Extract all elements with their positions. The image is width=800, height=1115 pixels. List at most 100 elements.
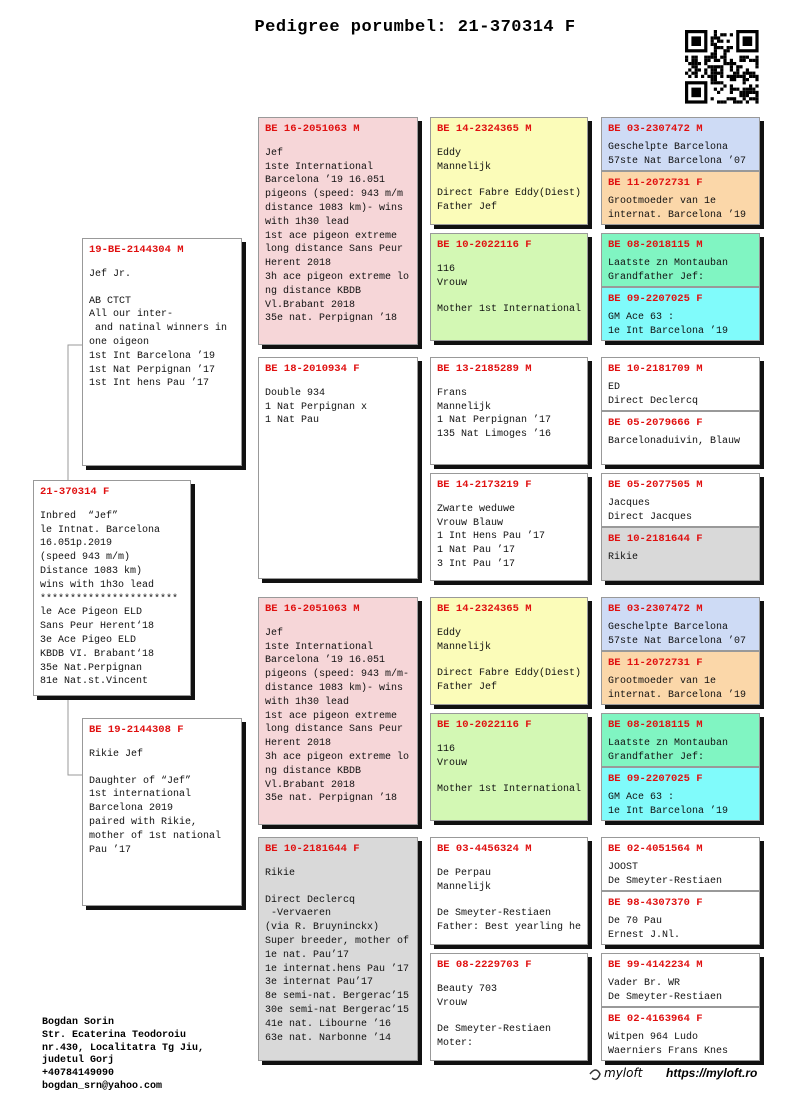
text-line: Herent 2018 [265, 258, 332, 270]
pigeon-box: BE 11-2072731 F Grootmoeder van 1e interna… [601, 171, 760, 225]
text-line: 57ste Nat Barcelona ’07 [608, 155, 747, 167]
qr-module [723, 58, 727, 62]
qr-module [755, 62, 759, 66]
qr-module [742, 81, 746, 85]
pigeon-box: BE 16-2051063 M Jef 1ste International Barc… [258, 117, 418, 345]
website[interactable]: https://myloft.ro [666, 1066, 758, 1080]
text-block: Witpen 964 Ludo Waerniers Frans Knes [608, 1031, 753, 1059]
qr-module [736, 74, 740, 78]
qr-module [745, 55, 749, 59]
text-line: 3h ace pigeon extreme lo [265, 271, 410, 283]
text-block: Vader Br. WR De Smeyter-Restiaen [608, 977, 753, 1005]
qr-module [707, 58, 711, 62]
text-line: Beauty 703 [437, 983, 498, 995]
qr-module [720, 100, 724, 104]
qr-module [713, 58, 717, 62]
qr-module [723, 62, 727, 66]
text-line: Distance 1083 km) [40, 565, 143, 577]
text-line: Father Jef [437, 682, 498, 694]
text-line: Direct Fabre Eddy(Diest) [437, 668, 582, 680]
qr-module [749, 58, 753, 62]
qr-module [694, 58, 698, 62]
qr-module [691, 71, 695, 75]
text-block: De Smeyter-Restiaen Moter: [437, 1023, 581, 1051]
text-block: JOOST De Smeyter-Restiaen [608, 861, 753, 889]
text-line: 3e internat Pau’17 [265, 977, 374, 989]
qr-module [710, 68, 714, 72]
qr-module [729, 90, 733, 94]
pigeon-box: 21-370314 F Inbred “Jef” le Intnat. Barcel… [33, 480, 191, 696]
text-line: (via R. Bruyninckx) [265, 922, 380, 934]
qr-module [755, 74, 759, 78]
qr-module [713, 46, 717, 50]
qr-module [717, 39, 721, 43]
qr-module [729, 97, 733, 101]
ring-number: BE 03-2307472 M [608, 603, 703, 615]
qr-code [685, 30, 759, 104]
qr-module [752, 97, 756, 101]
text-line: 135 Nat Limoges ’16 [437, 429, 552, 441]
text-line: internat. Barcelona ’19 [608, 209, 747, 221]
ring-number: BE 99-4142234 M [608, 959, 703, 971]
qr-module [742, 36, 753, 46]
text-line: Direct Declercq [265, 894, 356, 906]
qr-module [733, 100, 737, 104]
qr-module [713, 36, 717, 40]
text-block: Mother 1st International [437, 303, 581, 317]
logo: myloft [604, 1066, 643, 1080]
text-line: Laatste zn Montauban [608, 257, 729, 269]
ring-number: BE 10-2022116 F [437, 239, 532, 251]
text-block: Beauty 703 Vrouw [437, 983, 581, 1011]
text-line: 1st Int hens Pau ’17 [89, 378, 210, 390]
pigeon-box: BE 19-2144308 F Rikie Jef Daughter of “Jef… [82, 718, 242, 906]
qr-module [685, 55, 689, 59]
text-line: le Ace Pigeon ELD [40, 607, 143, 619]
text-line: Rikie Jef [89, 748, 144, 760]
qr-module [726, 39, 730, 43]
text-line: 3 Int Pau ’17 [437, 558, 516, 570]
qr-module [745, 100, 749, 104]
text-block: De Perpau Mannelijk [437, 867, 581, 895]
qr-module [739, 94, 743, 98]
text-line: Rikie [265, 867, 296, 879]
pigeon-box: BE 08-2018115 M Laatste zn Montauban Grand… [601, 233, 760, 287]
qr-module [729, 84, 733, 88]
text-line: De Perpau [437, 867, 492, 879]
ring-number: BE 05-2079666 F [608, 417, 703, 429]
qr-module [742, 71, 746, 75]
pigeon-box: BE 98-4307370 F De 70 Pau Ernest J.Nl. [601, 891, 760, 945]
text-line: 116 [437, 263, 456, 275]
qr-module [726, 62, 730, 66]
text-line: Jef Jr. [89, 268, 132, 280]
owner-line: nr.430, Localitatra Tg Jiu, [42, 1042, 205, 1054]
owner-line: judetul Gorj [42, 1055, 115, 1067]
text-block: Direct Fabre Eddy(Diest) Father Jef [437, 667, 581, 695]
text-line: Jef [265, 147, 284, 159]
text-line: pigeons (speed: 943 m/m [265, 189, 404, 201]
qr-module [713, 81, 717, 85]
qr-module [729, 68, 733, 72]
pigeon-box: BE 09-2207025 F GM Ace 63 : 1e Int Barcelo… [601, 287, 760, 341]
ring-number: BE 10-2181709 M [608, 363, 703, 375]
qr-module [742, 78, 746, 82]
qr-module [710, 42, 714, 46]
qr-module [736, 100, 740, 104]
qr-module [745, 68, 749, 72]
text-line: Mannelijk [437, 401, 492, 413]
text-line: 1st Nat Perpignan ’17 [89, 364, 216, 376]
text-block: Laatste zn Montauban Grandfather Jef: [608, 737, 753, 765]
qr-module [729, 87, 733, 91]
qr-module [713, 49, 717, 53]
text-block: Eddy Mannelijk [437, 147, 581, 175]
text-block: De 70 Pau Ernest J.Nl. [608, 915, 753, 943]
text-block: GM Ace 63 : 1e Int Barcelona ’19 [608, 311, 753, 339]
text-line: 63e nat. Narbonne ’14 [265, 1032, 392, 1044]
pigeon-box: BE 03-2307472 M Geschelpte Barcelona 57ste… [601, 117, 760, 171]
text-line: -Vervaeren [265, 908, 332, 920]
pigeon-box: BE 05-2079666 F Barcelonaduivin, Blauw [601, 411, 760, 465]
qr-module [717, 65, 721, 69]
qr-module [723, 33, 727, 37]
text-line: Frans [437, 387, 468, 399]
qr-module [713, 74, 717, 78]
text-block: Rikie Jef [89, 748, 235, 762]
